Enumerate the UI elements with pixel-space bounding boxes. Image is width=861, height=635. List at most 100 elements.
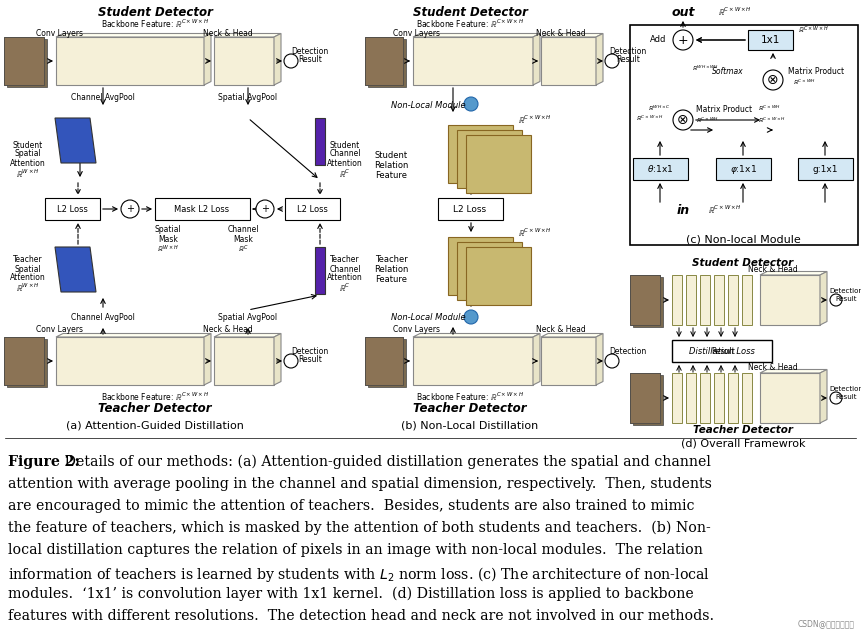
- Bar: [700, 373, 710, 423]
- Text: Attention: Attention: [327, 159, 362, 168]
- Text: Result: Result: [835, 296, 857, 302]
- Text: Neck & Head: Neck & Head: [748, 265, 798, 274]
- Circle shape: [605, 354, 619, 368]
- Text: out: out: [672, 6, 695, 18]
- Bar: [457, 130, 522, 188]
- Text: Backbone Feature: $\mathbb{R}^{C\times W\times H}$: Backbone Feature: $\mathbb{R}^{C\times W…: [416, 391, 524, 403]
- Text: Teacher Detector: Teacher Detector: [413, 401, 527, 415]
- Text: Spatial AvgPool: Spatial AvgPool: [219, 93, 277, 102]
- Text: $\mathbb{R}^{C\times WH}$: $\mathbb{R}^{C\times WH}$: [793, 77, 815, 86]
- Text: Mask: Mask: [158, 234, 178, 243]
- Bar: [4, 37, 44, 85]
- Text: Details of our methods: (a) Attention-guided distillation generates the spatial : Details of our methods: (a) Attention-gu…: [60, 455, 711, 469]
- Text: Non-Local Module: Non-Local Module: [391, 312, 466, 321]
- Text: Teacher: Teacher: [13, 255, 43, 265]
- Bar: [672, 373, 682, 423]
- Circle shape: [673, 110, 693, 130]
- Text: Conv Layers: Conv Layers: [393, 326, 440, 335]
- Bar: [4, 37, 44, 85]
- Polygon shape: [541, 333, 603, 337]
- Text: Student: Student: [330, 140, 360, 149]
- Bar: [630, 373, 660, 423]
- Bar: [56, 37, 204, 85]
- Text: local distillation captures the relation of pixels in an image with non-local mo: local distillation captures the relation…: [8, 543, 703, 557]
- Text: Teacher Detector: Teacher Detector: [98, 401, 212, 415]
- Text: g:1x1: g:1x1: [812, 164, 838, 173]
- Text: Conv Layers: Conv Layers: [36, 326, 83, 335]
- Text: Student Detector: Student Detector: [692, 258, 794, 268]
- Circle shape: [763, 70, 783, 90]
- Bar: [760, 275, 820, 325]
- Bar: [368, 39, 406, 87]
- Text: Teacher Detector: Teacher Detector: [693, 425, 793, 435]
- Bar: [630, 373, 660, 423]
- Bar: [368, 339, 406, 387]
- Polygon shape: [315, 247, 325, 294]
- Polygon shape: [820, 370, 827, 423]
- Bar: [633, 375, 663, 425]
- Text: ⊗: ⊗: [767, 73, 779, 87]
- Text: $\mathbb{R}^{C\times W\times H}$: $\mathbb{R}^{C\times W\times H}$: [708, 204, 742, 216]
- Text: $\mathbb{R}^{C\times W\times H}$: $\mathbb{R}^{C\times W\times H}$: [518, 227, 552, 239]
- Bar: [448, 237, 513, 295]
- Bar: [466, 247, 531, 305]
- Bar: [630, 275, 660, 325]
- Bar: [438, 198, 503, 220]
- Text: +: +: [261, 204, 269, 214]
- Circle shape: [284, 54, 298, 68]
- Text: Neck & Head: Neck & Head: [203, 326, 253, 335]
- Polygon shape: [315, 118, 325, 165]
- Text: $\mathbb{R}^{C\times W\times H}$: $\mathbb{R}^{C\times W\times H}$: [758, 116, 786, 124]
- Text: Teacher: Teacher: [375, 255, 407, 265]
- Circle shape: [605, 54, 619, 68]
- Text: Student Detector: Student Detector: [412, 6, 528, 20]
- Text: (c) Non-local Module: (c) Non-local Module: [685, 235, 801, 245]
- Bar: [7, 39, 47, 87]
- Text: L2 Loss: L2 Loss: [57, 204, 88, 213]
- Text: Feature: Feature: [375, 276, 407, 284]
- Text: Attention: Attention: [327, 274, 362, 283]
- Text: Detection: Detection: [610, 48, 647, 57]
- Text: +: +: [678, 34, 688, 46]
- Text: features with different resolutions.  The detection head and neck are not involv: features with different resolutions. The…: [8, 609, 714, 623]
- Bar: [686, 373, 696, 423]
- Bar: [7, 339, 47, 387]
- Text: $\mathbb{R}^{C\times W\times H}$: $\mathbb{R}^{C\times W\times H}$: [798, 24, 829, 36]
- Text: $\mathbb{R}^{C\times W\times H}$: $\mathbb{R}^{C\times W\times H}$: [718, 6, 752, 18]
- Text: Spatial: Spatial: [155, 225, 182, 234]
- Text: information of teachers is learned by students with $L_2$ norm loss. (c) The arc: information of teachers is learned by st…: [8, 565, 710, 584]
- Text: Student: Student: [13, 140, 43, 149]
- Text: $\mathbb{R}^{C}$: $\mathbb{R}^{C}$: [339, 168, 350, 180]
- Bar: [686, 275, 696, 325]
- Polygon shape: [214, 34, 281, 37]
- Bar: [714, 373, 724, 423]
- Bar: [285, 198, 340, 220]
- Bar: [742, 373, 752, 423]
- Text: $\theta$:1x1: $\theta$:1x1: [647, 163, 673, 175]
- Text: Channel AvgPool: Channel AvgPool: [71, 93, 135, 102]
- Text: Result: Result: [711, 347, 735, 356]
- Text: Backbone Feature: $\mathbb{R}^{C\times W\times H}$: Backbone Feature: $\mathbb{R}^{C\times W…: [101, 18, 209, 30]
- Polygon shape: [214, 333, 281, 337]
- Text: Neck & Head: Neck & Head: [536, 326, 585, 335]
- Polygon shape: [204, 333, 211, 385]
- Text: the feature of teachers, which is masked by the attention of both students and t: the feature of teachers, which is masked…: [8, 521, 710, 535]
- Text: $\mathbb{R}^{C\times W\times H}$: $\mathbb{R}^{C\times W\times H}$: [518, 114, 552, 126]
- Polygon shape: [274, 34, 281, 85]
- Bar: [365, 337, 403, 385]
- Text: Detection: Detection: [291, 347, 329, 356]
- Polygon shape: [596, 34, 603, 85]
- Text: Detection: Detection: [829, 288, 861, 294]
- Text: Matrix Product: Matrix Product: [788, 67, 844, 76]
- Circle shape: [464, 97, 478, 111]
- Text: Result: Result: [298, 55, 322, 65]
- Text: Result: Result: [298, 356, 322, 364]
- Bar: [4, 337, 44, 385]
- Text: L2 Loss: L2 Loss: [454, 204, 486, 213]
- Text: Neck & Head: Neck & Head: [203, 29, 253, 37]
- Bar: [748, 30, 793, 50]
- Text: Result: Result: [616, 55, 640, 65]
- Circle shape: [284, 354, 298, 368]
- Text: Channel: Channel: [227, 225, 259, 234]
- Circle shape: [464, 310, 478, 324]
